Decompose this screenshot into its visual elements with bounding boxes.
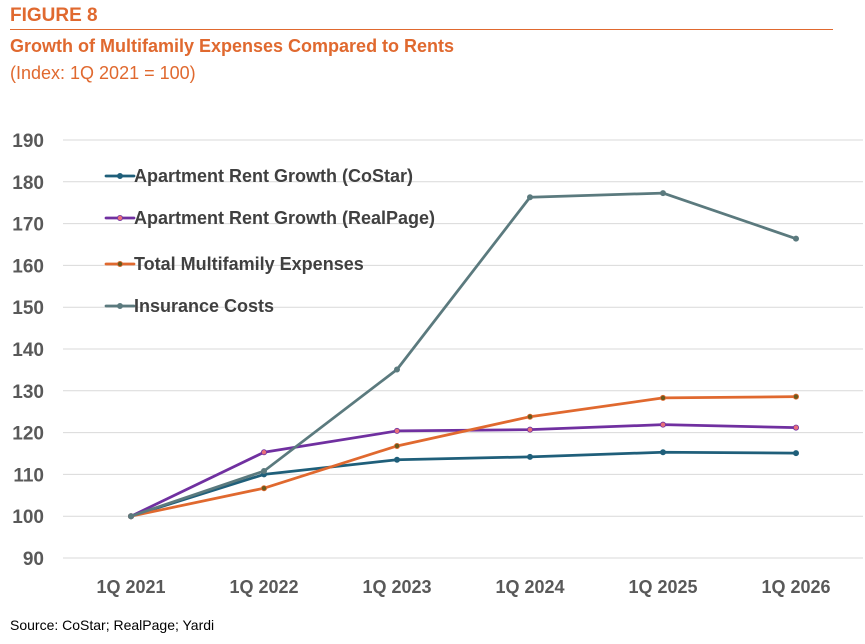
legend-item: Apartment Rent Growth (RealPage) xyxy=(104,208,435,228)
series-line xyxy=(129,395,798,518)
series-lines xyxy=(127,190,800,520)
data-point xyxy=(527,413,534,420)
data-point xyxy=(793,393,800,400)
data-point xyxy=(260,449,267,456)
x-tick-label: 1Q 2024 xyxy=(495,577,564,597)
x-tick-label: 1Q 2022 xyxy=(229,577,298,597)
data-point xyxy=(660,394,667,401)
series-1 xyxy=(127,421,800,520)
legend-swatch-marker xyxy=(117,302,124,309)
legend: Apartment Rent Growth (CoStar) Apartment … xyxy=(104,166,435,316)
series-line xyxy=(129,450,798,518)
y-tick-label: 140 xyxy=(12,340,44,361)
data-point xyxy=(660,421,667,428)
legend-item: Insurance Costs xyxy=(104,296,274,316)
series-2 xyxy=(127,393,800,520)
header-rule xyxy=(10,29,833,30)
y-tick-label: 180 xyxy=(12,173,44,194)
figure-label: FIGURE 8 xyxy=(10,5,98,26)
data-point xyxy=(393,366,400,373)
chart-title: Growth of Multifamily Expenses Compared … xyxy=(10,36,455,56)
x-tick-label: 1Q 2025 xyxy=(628,577,697,597)
x-tick-label: 1Q 2023 xyxy=(362,577,431,597)
data-point xyxy=(393,456,400,463)
series-line xyxy=(129,423,798,518)
data-point xyxy=(260,485,267,492)
data-point xyxy=(393,442,400,449)
y-tick-label: 100 xyxy=(12,507,44,528)
y-tick-label: 90 xyxy=(23,549,44,570)
legend-item: Total Multifamily Expenses xyxy=(104,254,364,274)
data-point xyxy=(527,194,534,201)
data-point xyxy=(793,424,800,431)
y-tick-label: 150 xyxy=(12,298,44,319)
legend-item: Apartment Rent Growth (CoStar) xyxy=(104,166,413,186)
x-tick-label: 1Q 2021 xyxy=(96,577,165,597)
legend-swatch-marker xyxy=(117,172,124,179)
data-point xyxy=(527,453,534,460)
y-tick-label: 130 xyxy=(12,382,44,403)
x-tick-label: 1Q 2026 xyxy=(761,577,830,597)
y-tick-label: 160 xyxy=(12,256,44,277)
y-axis-ticks: 90 100 110 120 130 140 150 160 170 180 190 xyxy=(12,131,44,570)
series-3 xyxy=(127,190,800,520)
legend-label: Total Multifamily Expenses xyxy=(134,254,364,274)
legend-label: Insurance Costs xyxy=(134,296,274,316)
legend-swatch-marker xyxy=(117,214,124,221)
y-tick-label: 120 xyxy=(12,424,44,445)
legend-swatch-marker xyxy=(117,260,124,267)
y-tick-label: 190 xyxy=(12,131,44,152)
data-point xyxy=(127,513,134,520)
data-point xyxy=(260,468,267,475)
data-point xyxy=(793,235,800,242)
legend-label: Apartment Rent Growth (CoStar) xyxy=(134,166,413,186)
y-tick-label: 110 xyxy=(13,465,44,486)
series-line xyxy=(129,191,798,518)
source-note: Source: CoStar; RealPage; Yardi xyxy=(10,617,215,633)
data-point xyxy=(793,450,800,457)
data-point xyxy=(527,426,534,433)
data-point xyxy=(393,427,400,434)
legend-label: Apartment Rent Growth (RealPage) xyxy=(134,208,435,228)
data-point xyxy=(660,449,667,456)
chart-subtitle: (Index: 1Q 2021 = 100) xyxy=(10,63,196,83)
data-point xyxy=(660,190,667,197)
gridlines xyxy=(63,139,863,559)
x-axis-ticks: 1Q 2021 1Q 2022 1Q 2023 1Q 2024 1Q 2025 1Q 20… xyxy=(96,577,830,597)
y-tick-label: 170 xyxy=(12,215,44,236)
